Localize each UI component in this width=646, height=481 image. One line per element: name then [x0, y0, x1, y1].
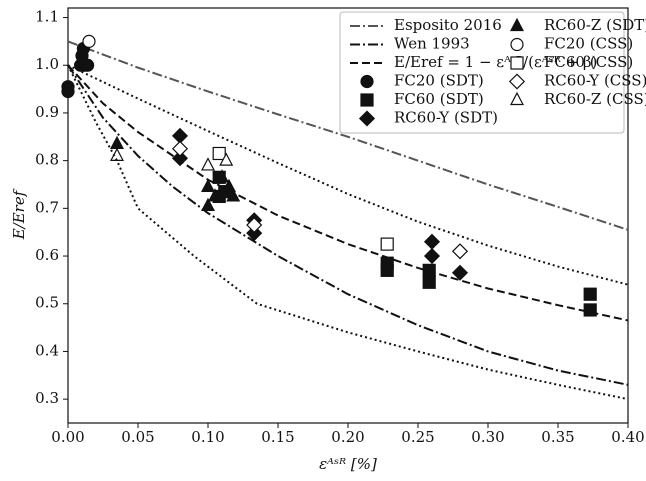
point: [246, 225, 263, 242]
legend-marker: [360, 74, 374, 89]
curve: [67, 64, 629, 386]
y-tick-label: 0.7: [35, 198, 59, 216]
legend-label: FC20 (CSS): [544, 35, 633, 53]
x-tick-label: 0.25: [401, 428, 434, 446]
point: [423, 233, 441, 250]
point: [422, 263, 436, 277]
point: [583, 303, 597, 317]
x-tick-label: 0.40: [611, 428, 644, 446]
x-tick-label: 0.00: [51, 428, 84, 446]
legend-marker: [510, 17, 524, 32]
point: [380, 263, 394, 277]
point: [61, 80, 75, 94]
point: [246, 216, 263, 234]
curve: [67, 64, 629, 286]
legend-label: RC60-Y (SDT): [394, 109, 498, 127]
y-tick-label: 0.9: [35, 103, 59, 121]
legend-marker: [510, 56, 524, 70]
y-tick-label: 0.4: [35, 341, 59, 359]
legend-label: RC60-Z (CSS): [544, 90, 646, 108]
point: [451, 264, 469, 281]
y-axis-label: E/Eref: [10, 188, 28, 240]
y-tick-label: 0.5: [35, 294, 59, 312]
y-tick-label: 1.0: [35, 55, 59, 73]
point: [423, 247, 441, 265]
point: [171, 150, 189, 167]
legend-marker: [510, 91, 524, 106]
point: [451, 243, 469, 260]
point: [80, 58, 95, 72]
point: [222, 178, 236, 192]
legend-label: FC20 (SDT): [394, 72, 484, 90]
point: [208, 188, 222, 202]
legend-marker: [358, 110, 376, 127]
curve: [67, 64, 629, 401]
curve: [67, 40, 629, 231]
point: [82, 34, 96, 48]
legend-label: Wen 1993: [394, 35, 470, 53]
x-tick-label: 0.35: [541, 428, 574, 446]
point: [215, 169, 229, 183]
y-tick-label: 0.6: [35, 246, 59, 264]
curve: [67, 64, 629, 322]
legend-label: Esposito 2016: [394, 16, 502, 34]
x-tick-label: 0.30: [471, 428, 504, 446]
x-tick-label: 0.15: [261, 428, 294, 446]
x-tick-label: 0.10: [191, 428, 224, 446]
legend-box: [339, 11, 625, 134]
point: [583, 287, 597, 301]
y-tick-label: 0.3: [35, 389, 59, 407]
legend-label: FC60 (CSS): [544, 53, 633, 71]
legend-label: RC60-Y (CSS): [544, 72, 646, 90]
point: [201, 178, 215, 192]
legend-marker: [508, 73, 526, 90]
y-tick-label: 1.1: [35, 8, 59, 26]
legend-label: FC60 (SDT): [394, 90, 484, 108]
point: [171, 140, 189, 157]
point: [226, 188, 241, 202]
point: [201, 157, 215, 171]
x-axis-label: εᴬˢᴿ [%]: [319, 455, 377, 473]
point: [219, 152, 234, 166]
legend-label: RC60-Z (SDT): [544, 16, 646, 34]
x-tick-label: 0.05: [121, 428, 154, 446]
point: [422, 275, 436, 289]
point: [380, 237, 394, 251]
legend-marker: [510, 37, 524, 52]
legend-label: E/Eref = 1 − εᴬˢᴿ/(εᴬˢᴿ + β): [394, 53, 597, 71]
point: [201, 197, 215, 212]
point: [212, 146, 226, 161]
x-tick-label: 0.20: [331, 428, 364, 446]
y-tick-label: 0.8: [35, 151, 59, 169]
legend-marker: [360, 93, 374, 107]
